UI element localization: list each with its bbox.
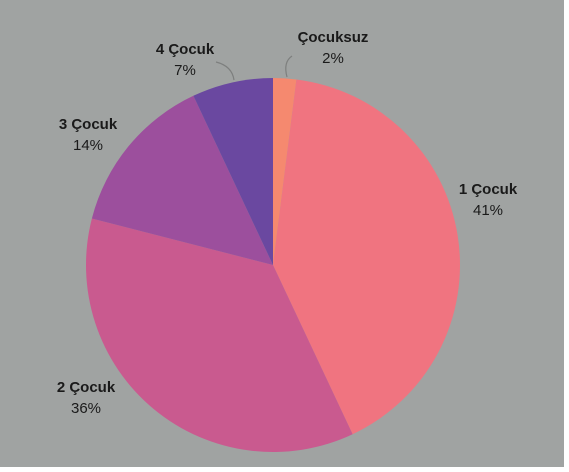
slice-value-label: 36% [71, 400, 101, 417]
pie-slice [273, 79, 461, 435]
slice-label: 2 Çocuk [57, 379, 116, 396]
slice-label: Çocuksuz [298, 29, 369, 46]
slice-label: 3 Çocuk [59, 116, 118, 133]
pie-slice [91, 95, 274, 266]
slice-value-label: 7% [174, 62, 196, 79]
pie-slice [85, 218, 353, 452]
slice-label: 1 Çocuk [459, 181, 518, 198]
slice-label: 4 Çocuk [156, 41, 215, 58]
slice-value-label: 2% [322, 50, 344, 67]
leader-line [215, 61, 235, 81]
pie-slice [273, 78, 297, 265]
pie-slice [193, 78, 273, 265]
slice-value-label: 14% [73, 137, 103, 154]
leader-line [285, 55, 293, 78]
slice-value-label: 41% [473, 202, 503, 219]
